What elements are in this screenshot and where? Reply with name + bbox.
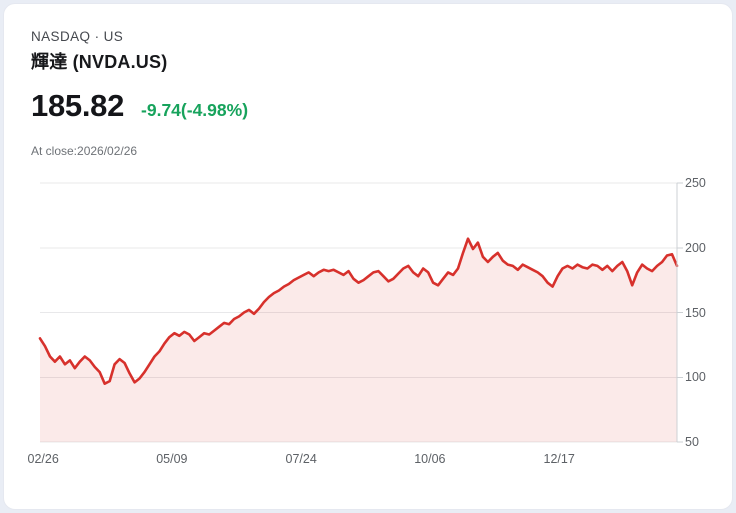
plot-hover-area[interactable] [40,183,677,442]
price-change: -9.74(-4.98%) [141,100,249,120]
as-of-label: At close:2026/02/26 [31,144,138,158]
x-axis-tick-label: 10/06 [414,452,446,466]
last-price: 185.82 [31,88,125,123]
x-axis-tick-label: 02/26 [27,452,59,466]
y-axis-tick-label: 50 [685,435,699,449]
y-axis-tick-label: 250 [685,176,706,190]
exchange-label: NASDAQ · US [31,29,124,44]
y-axis-tick-label: 200 [685,240,706,255]
y-axis-tick-label: 100 [685,370,706,385]
x-axis-tick-label: 12/17 [543,452,575,466]
stock-name: 輝達 (NVDA.US) [31,52,168,72]
x-axis-tick-label: 05/09 [156,452,188,466]
x-axis-tick-label: 07/24 [285,452,317,466]
y-axis-tick-label: 150 [685,305,706,320]
price-row: 185.82 -9.74(-4.98%) [31,88,248,124]
